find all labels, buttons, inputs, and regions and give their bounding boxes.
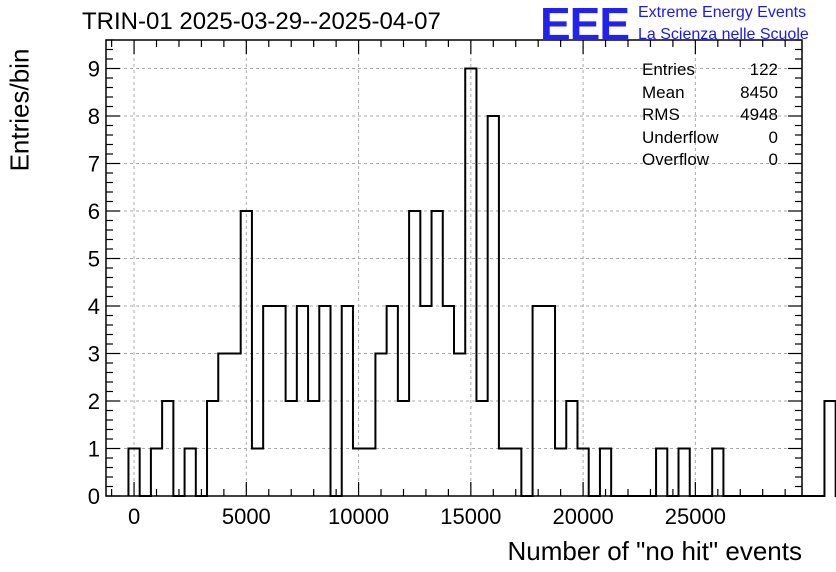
logo-mark: EEE	[540, 0, 630, 50]
y-tick-label: 0	[88, 484, 100, 509]
stat-value: 122	[749, 60, 778, 79]
y-tick-label: 3	[88, 342, 100, 367]
stat-label: Entries	[642, 60, 695, 79]
y-axis-label: Entries/bin	[4, 48, 35, 172]
stats-box: Entries 122 Mean 8450 RMS 4948 Underflow…	[642, 59, 778, 172]
stat-label: Overflow	[642, 150, 710, 169]
y-tick-label: 2	[88, 389, 100, 414]
stat-value: 4948	[740, 105, 778, 124]
x-tick-labels: 0 5000 10000 15000 20000 25000	[128, 504, 726, 529]
stat-value: 0	[768, 127, 778, 147]
x-tick-label: 0	[128, 504, 140, 529]
y-tick-label: 7	[88, 152, 100, 177]
stat-value: 0	[768, 150, 778, 169]
stat-row-overflow: Overflow 0	[642, 149, 778, 172]
y-tick-label: 8	[88, 104, 100, 129]
logo-line-1: Extreme Energy Events	[638, 4, 807, 21]
x-tick-label: 10000	[328, 504, 389, 529]
x-tick-label: 20000	[553, 504, 614, 529]
y-tick-label: 4	[88, 294, 100, 319]
stat-row-entries: Entries 122	[642, 59, 778, 82]
y-tick-label: 9	[88, 57, 100, 82]
y-tick-labels: 0 1 2 3 4 5 6 7 8 9	[88, 57, 100, 510]
stat-label: Mean	[642, 82, 685, 102]
histogram-line	[127, 67, 836, 497]
axis-ticks	[106, 39, 802, 497]
stat-value: 8450	[740, 82, 778, 102]
x-tick-label: 15000	[440, 504, 501, 529]
logo-line-2: La Scienza nelle Scuole	[638, 26, 809, 43]
x-axis-label: Number of "no hit" events	[507, 536, 803, 566]
stat-row-rms: RMS 4948	[642, 104, 778, 127]
stat-row-underflow: Underflow 0	[642, 127, 778, 150]
stat-row-mean: Mean 8450	[642, 82, 778, 105]
y-tick-label: 1	[88, 437, 100, 462]
x-tick-label: 5000	[222, 504, 271, 529]
stat-label: RMS	[642, 105, 680, 124]
y-tick-label: 5	[88, 247, 100, 272]
chart-title: TRIN-01 2025-03-29--2025-04-07	[82, 8, 441, 35]
y-tick-label: 6	[88, 199, 100, 224]
stat-label: Underflow	[642, 127, 719, 147]
x-tick-label: 25000	[665, 504, 726, 529]
